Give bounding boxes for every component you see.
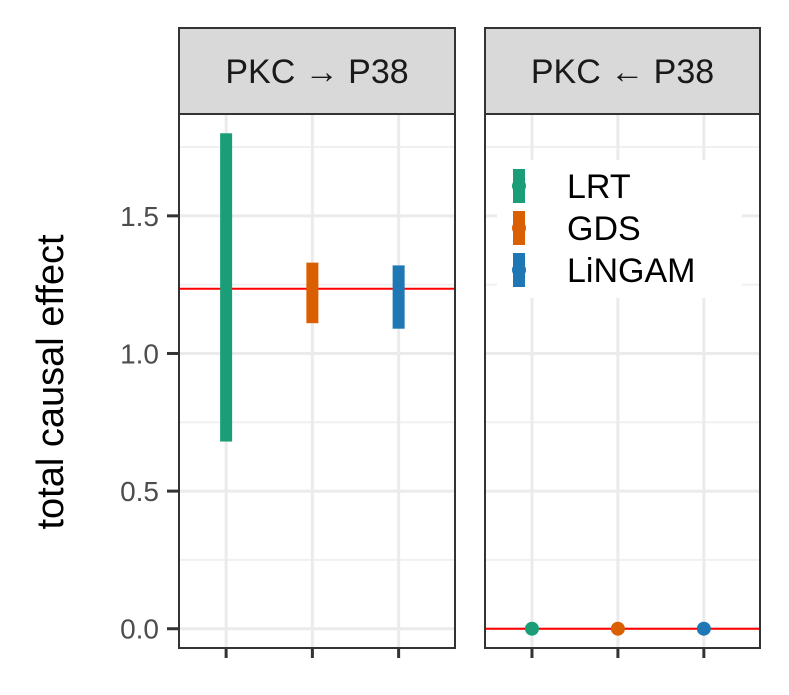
panel-border: [178, 113, 456, 649]
legend-item: LiNGAM: [512, 252, 695, 290]
facet-panels: PKC → P38 PKC ← P38: [178, 27, 761, 658]
legend-label: LRT: [567, 168, 631, 206]
legend-key-point: [512, 263, 526, 277]
estimate-point: [524, 621, 539, 636]
facet-title: PKC → P38: [225, 53, 408, 91]
estimate-interval: [392, 265, 405, 329]
y-axis-label: total causal effect: [30, 234, 72, 529]
panel-border: [484, 113, 761, 649]
facet-strip: [178, 27, 456, 115]
y-tick-label: 0.5: [120, 476, 159, 507]
legend-key-point: [512, 221, 526, 235]
y-axis: 0.0 0.5 1.0 1.5: [120, 201, 179, 645]
estimate-point: [696, 621, 711, 636]
estimate-interval: [306, 262, 319, 324]
estimate-interval: [220, 133, 233, 442]
legend-background: [497, 160, 742, 298]
facet-panel: PKC → P38: [178, 27, 456, 658]
estimate-point: [610, 621, 625, 636]
legend-label: GDS: [567, 210, 641, 248]
legend-key-point: [512, 179, 526, 193]
legend-item: LRT: [512, 168, 631, 206]
facet-panel: PKC ← P38: [484, 27, 761, 658]
y-tick-label: 1.0: [120, 338, 159, 369]
legend: LRT GDS LiNGAM: [497, 160, 742, 298]
legend-label: LiNGAM: [567, 252, 695, 290]
legend-item: GDS: [512, 210, 641, 248]
facet-strip: [484, 27, 761, 115]
y-tick-label: 1.5: [120, 201, 159, 232]
y-tick-label: 0.0: [120, 614, 159, 645]
facet-title: PKC ← P38: [531, 53, 714, 91]
